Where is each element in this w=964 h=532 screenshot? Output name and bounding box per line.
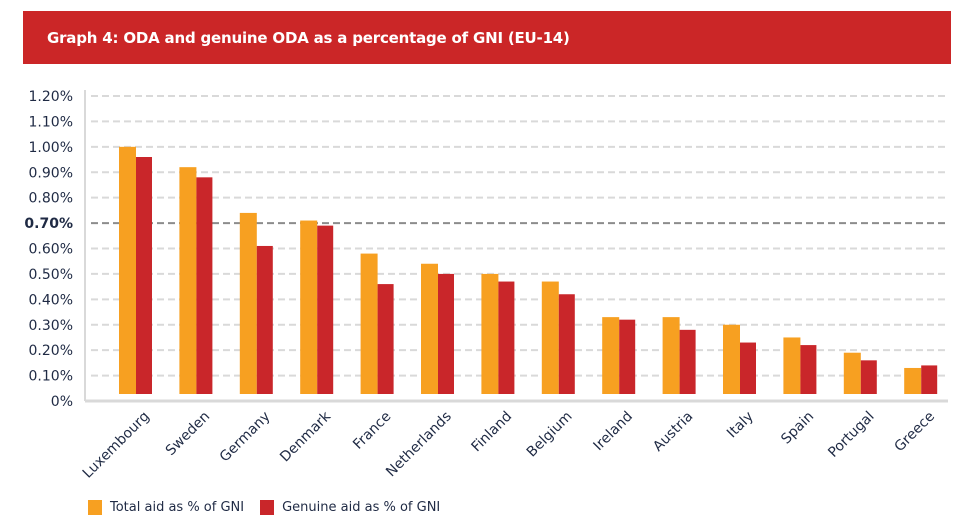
- bar-genuine-belgium: [558, 294, 575, 394]
- bar-total-spain: [783, 337, 801, 394]
- x-tick-label: France: [350, 409, 394, 453]
- y-tick-labels: 0% 0.10% 0.20% 0.30% 0.40% 0.50% 0.60% 0.70% 0.8…: [24, 89, 73, 410]
- bar-total-portugal: [843, 352, 861, 394]
- bar-total-denmark: [300, 220, 318, 394]
- x-tick-label: Austria: [650, 409, 696, 455]
- legend-item-genuine: Genuine aid as % of GNI: [260, 500, 440, 515]
- x-tick-label: Greece: [891, 409, 938, 456]
- y-tick-label: 0.30%: [29, 318, 73, 334]
- legend-label-genuine: Genuine aid as % of GNI: [282, 500, 441, 515]
- x-tick-label: Spain: [778, 409, 817, 448]
- bar-genuine-spain: [800, 345, 817, 394]
- bar-genuine-sweden: [196, 177, 213, 394]
- bar-genuine-ireland: [619, 319, 636, 394]
- x-tick-label: Denmark: [277, 408, 334, 465]
- bar-genuine-greece: [921, 365, 938, 394]
- bar-total-sweden: [179, 167, 197, 394]
- bar-genuine-france: [377, 284, 394, 394]
- bar-genuine-finland: [498, 281, 515, 394]
- bars: [119, 146, 938, 394]
- bar-genuine-italy: [740, 342, 756, 394]
- y-tick-label: 0.70%: [24, 216, 73, 232]
- bar-total-germany: [239, 212, 257, 394]
- bar-total-france: [360, 253, 378, 394]
- y-tick-label: 0.50%: [29, 267, 73, 283]
- y-tick-label: 0.60%: [29, 242, 73, 258]
- x-tick-label: Finland: [469, 409, 516, 456]
- y-tick-label: 1.10%: [29, 114, 73, 130]
- x-tick-label: Luxembourg: [80, 409, 153, 482]
- bar-genuine-denmark: [317, 225, 334, 394]
- legend-swatch-genuine: [260, 500, 275, 515]
- axes: [84, 90, 948, 403]
- chart-title-banner: Graph 4: ODA and genuine ODA as a percen…: [23, 11, 951, 64]
- x-tick-label: Portugal: [825, 409, 877, 461]
- x-tick-labels: Luxembourg Sweden Germany Denmark FranceNeth…: [80, 408, 938, 482]
- bar-total-belgium: [541, 281, 559, 394]
- bar-genuine-germany: [256, 245, 273, 394]
- bar-total-luxembourg: [119, 146, 136, 394]
- y-tick-label: 0%: [51, 394, 73, 410]
- y-tick-label: 0.80%: [29, 191, 73, 207]
- bar-total-finland: [481, 273, 499, 394]
- x-tick-label: Sweden: [163, 409, 213, 459]
- x-tick-label: Germany: [217, 409, 274, 466]
- legend-item-total: Total aid as % of GNI: [88, 500, 244, 515]
- gridlines: [91, 95, 948, 377]
- y-tick-label: 1.00%: [29, 140, 73, 156]
- bar-genuine-portugal: [860, 360, 877, 394]
- bar-total-austria: [662, 317, 680, 394]
- bar-total-greece: [904, 367, 922, 394]
- x-tick-label: Belgium: [524, 409, 576, 461]
- legend-label-total: Total aid as % of GNI: [110, 500, 245, 515]
- bar-genuine-austria: [679, 329, 696, 394]
- x-tick-label: Netherlands: [383, 409, 455, 481]
- y-tick-label: 1.20%: [29, 89, 73, 105]
- bar-genuine-netherlands: [438, 273, 454, 394]
- bar-chart: 0% 0.10% 0.20% 0.30% 0.40% 0.50% 0.60% 0.70% 0.8…: [24, 89, 948, 482]
- legend: Total aid as % of GNI Genuine aid as % o…: [88, 500, 456, 515]
- y-tick-label: 0.20%: [29, 343, 73, 359]
- bar-total-ireland: [602, 317, 620, 394]
- y-tick-label: 0.40%: [29, 292, 73, 308]
- y-tick-label: 0.90%: [29, 165, 73, 181]
- y-tick-label: 0.10%: [29, 369, 73, 385]
- bar-genuine-luxembourg: [136, 157, 152, 394]
- bar-total-italy: [723, 324, 740, 394]
- bar-total-netherlands: [421, 263, 438, 394]
- x-tick-label: Ireland: [590, 409, 636, 455]
- x-tick-label: Italy: [724, 409, 757, 442]
- chart-title: Graph 4: ODA and genuine ODA as a percen…: [47, 28, 570, 47]
- legend-swatch-total: [88, 500, 102, 515]
